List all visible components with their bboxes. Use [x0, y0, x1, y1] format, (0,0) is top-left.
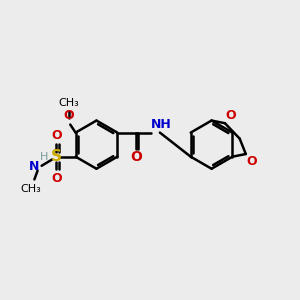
Text: NH: NH: [151, 118, 172, 131]
Text: O: O: [51, 172, 62, 185]
Text: O: O: [130, 150, 142, 164]
Text: CH₃: CH₃: [20, 184, 41, 194]
Text: O: O: [51, 129, 62, 142]
Text: H: H: [40, 152, 49, 162]
Text: O: O: [246, 155, 257, 168]
Text: S: S: [51, 149, 62, 164]
Text: O: O: [226, 109, 236, 122]
Text: O: O: [64, 109, 74, 122]
Text: N: N: [28, 160, 39, 173]
Text: CH₃: CH₃: [58, 98, 79, 108]
